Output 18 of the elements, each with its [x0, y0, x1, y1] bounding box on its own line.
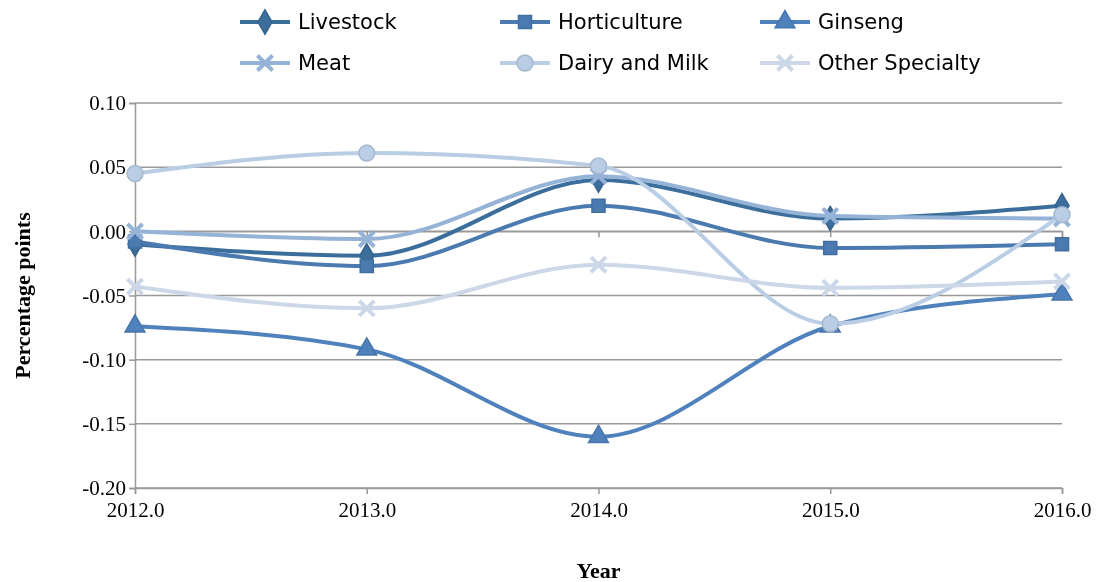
legend-label: Meat — [298, 51, 351, 75]
y-tick-label: -0.10 — [82, 347, 126, 372]
legend-label: Dairy and Milk — [558, 51, 710, 75]
legend-label: Other Specialty — [818, 51, 981, 75]
y-tick-label: 0.10 — [89, 91, 126, 116]
x-tick-label: 2013.0 — [338, 497, 397, 522]
y-axis-title: Percentage points — [10, 211, 35, 379]
legend-label: Ginseng — [818, 10, 904, 34]
legend-label: Horticulture — [558, 10, 683, 34]
y-tick-label: 0.05 — [89, 155, 126, 180]
x-axis-title: Year — [576, 558, 621, 582]
x-tick-label: 2015.0 — [801, 497, 860, 522]
y-tick-label: 0.00 — [89, 219, 126, 244]
legend-label: Livestock — [298, 10, 398, 34]
x-tick-label: 2014.0 — [570, 497, 628, 522]
y-tick-label: -0.15 — [82, 412, 126, 437]
y-tick-label: -0.05 — [82, 283, 126, 308]
x-tick-label: 2016.0 — [1033, 497, 1092, 522]
